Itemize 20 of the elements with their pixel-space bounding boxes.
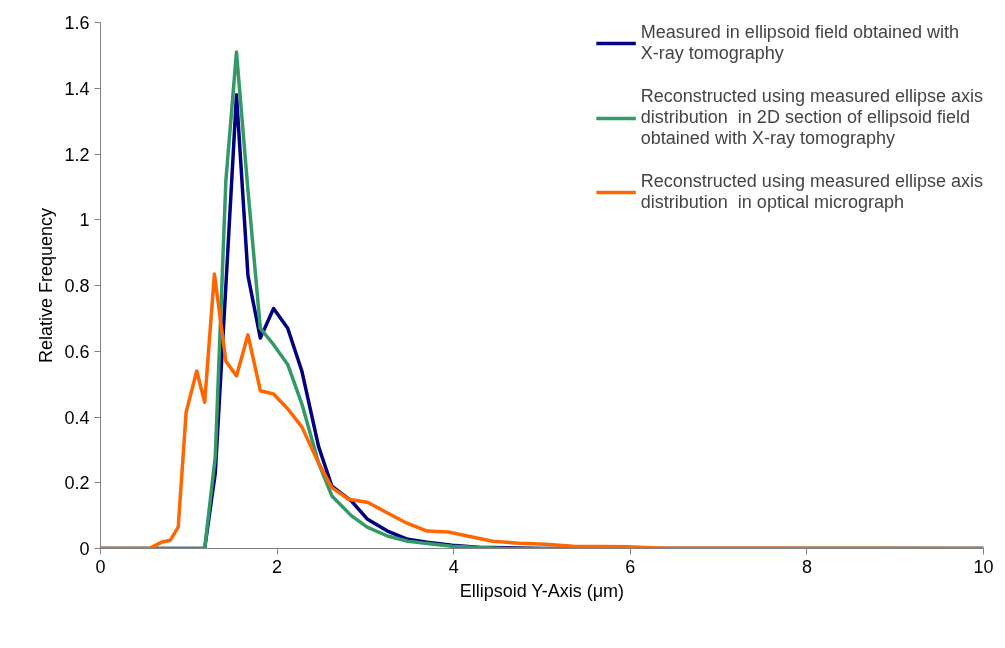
x-tick-label: 10 [973, 556, 994, 577]
y-tick-label: 1.6 [64, 13, 90, 33]
legend-label: Reconstructed using measured ellipse axis distribution in 2D section of ellipsoid field obtained with X-ray tomography [640, 86, 983, 149]
x-tick-label: 2 [272, 556, 283, 577]
legend-label: Reconstructed using measured ellipse axis distribution in optical micrograph [640, 171, 983, 213]
y-tick-label: 0.6 [64, 341, 90, 362]
legend-label: Measured in ellipsoid field obtained with X-ray tomography [640, 22, 960, 64]
y-tick-label: 1.4 [64, 78, 90, 99]
y-axis-title: Relative Frequency [36, 207, 57, 364]
x-tick-label: 6 [625, 556, 636, 577]
y-tick-label: 0.8 [64, 276, 90, 296]
y-tick-label: 1.2 [64, 144, 90, 165]
y-tick-label: 1 [79, 210, 90, 231]
x-axis-title: Ellipsoid Y-Axis (μm) [459, 580, 625, 601]
y-tick-label: 0.2 [64, 473, 90, 494]
y-tick-label: 0.4 [64, 407, 90, 428]
x-tick-label: 0 [95, 556, 106, 577]
x-tick-label: 4 [448, 556, 459, 577]
y-tick-label: 0 [79, 539, 90, 559]
x-tick-label: 8 [801, 556, 812, 577]
